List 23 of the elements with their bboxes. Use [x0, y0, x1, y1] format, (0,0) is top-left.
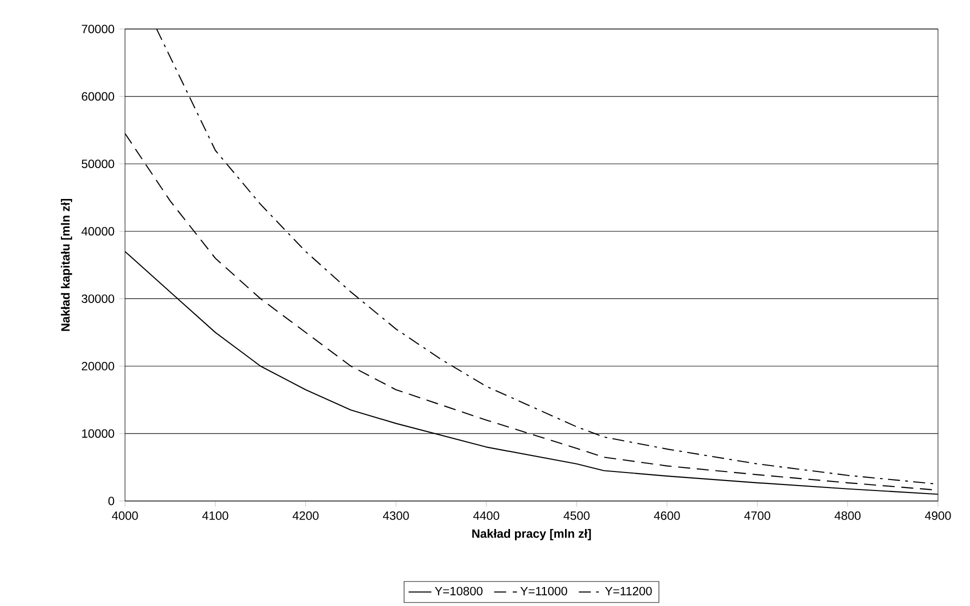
- x-tick-label: 4200: [292, 511, 319, 520]
- y-tick-label: 10000: [82, 429, 114, 438]
- x-tick-label: 4400: [473, 511, 500, 520]
- x-tick-label: 4600: [654, 511, 680, 520]
- y-axis-title: Nakład kapitału [mln zł]: [60, 198, 72, 331]
- y-tick-label: 20000: [82, 362, 114, 370]
- y-tick-label: 30000: [82, 294, 114, 303]
- x-tick-label: 4500: [564, 511, 590, 520]
- legend-label: Y=11200: [605, 586, 652, 596]
- y-tick-label: 40000: [82, 227, 114, 236]
- x-tick-label: 4900: [924, 511, 951, 520]
- y-tick-label: 0: [108, 496, 114, 506]
- legend-label: Y=10800: [434, 586, 482, 596]
- x-tick-label: 4700: [744, 511, 770, 520]
- legend-label: Y=11000: [520, 586, 568, 596]
- y-tick-label: 70000: [82, 24, 114, 34]
- x-axis-title: Nakład pracy [mln zł]: [472, 529, 591, 540]
- x-tick-label: 4100: [202, 511, 228, 520]
- y-tick-label: 60000: [82, 92, 114, 101]
- x-tick-label: 4300: [382, 511, 409, 520]
- x-tick-label: 4000: [112, 511, 138, 520]
- y-tick-label: 50000: [82, 160, 114, 168]
- x-tick-label: 4800: [834, 511, 861, 520]
